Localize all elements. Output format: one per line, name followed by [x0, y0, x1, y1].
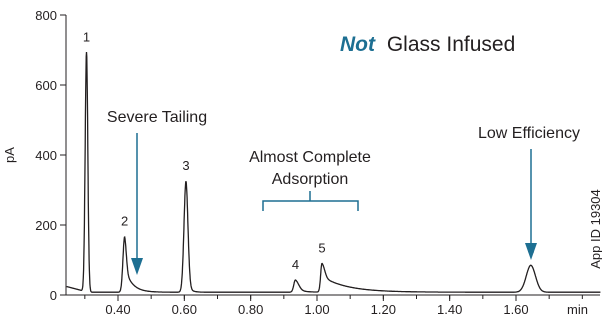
title-emphasis: Not — [340, 33, 376, 56]
x-tick-label: 0.60 — [172, 302, 197, 317]
peak-label-2: 2 — [121, 214, 128, 229]
annotation-almost-complete: Almost Complete — [249, 149, 371, 166]
axis-ticks: 0 200 400 600 800 0.40 0.60 0.80 1.00 1.20 1.40 1.6… — [35, 8, 583, 317]
peak-label-3: 3 — [182, 158, 189, 173]
peak-label-5: 5 — [318, 240, 325, 255]
y-tick-label: 400 — [35, 148, 57, 163]
y-tick-label: 600 — [35, 78, 57, 93]
annotation-low-efficiency: Low Efficiency — [478, 125, 580, 142]
peak-label-1: 1 — [83, 29, 90, 44]
chart-title: Not Glass Infused — [340, 33, 515, 56]
x-axis-label: min — [567, 302, 588, 317]
severe-tailing-arrowhead — [131, 258, 143, 275]
title-rest: Glass Infused — [387, 33, 515, 56]
annotation-severe-tailing: Severe Tailing — [107, 109, 207, 126]
low-efficiency-arrowhead — [525, 243, 537, 260]
annotation-adsorption: Adsorption — [272, 171, 349, 188]
x-tick-label: 0.40 — [105, 302, 130, 317]
adsorption-bracket — [262, 191, 359, 211]
x-tick-label: 1.40 — [437, 302, 462, 317]
x-tick-label: 1.60 — [503, 302, 528, 317]
y-tick-label: 200 — [35, 218, 57, 233]
peak-label-4: 4 — [292, 257, 299, 272]
x-tick-label: 0.80 — [238, 302, 263, 317]
y-tick-label: 800 — [35, 8, 57, 23]
y-axis-label: pA — [2, 147, 17, 163]
y-tick-label: 0 — [50, 288, 57, 303]
x-tick-label: 1.00 — [304, 302, 329, 317]
app-id-label: App ID 19304 — [588, 189, 602, 269]
chromatogram-trace — [66, 51, 601, 293]
x-tick-label: 1.20 — [371, 302, 396, 317]
